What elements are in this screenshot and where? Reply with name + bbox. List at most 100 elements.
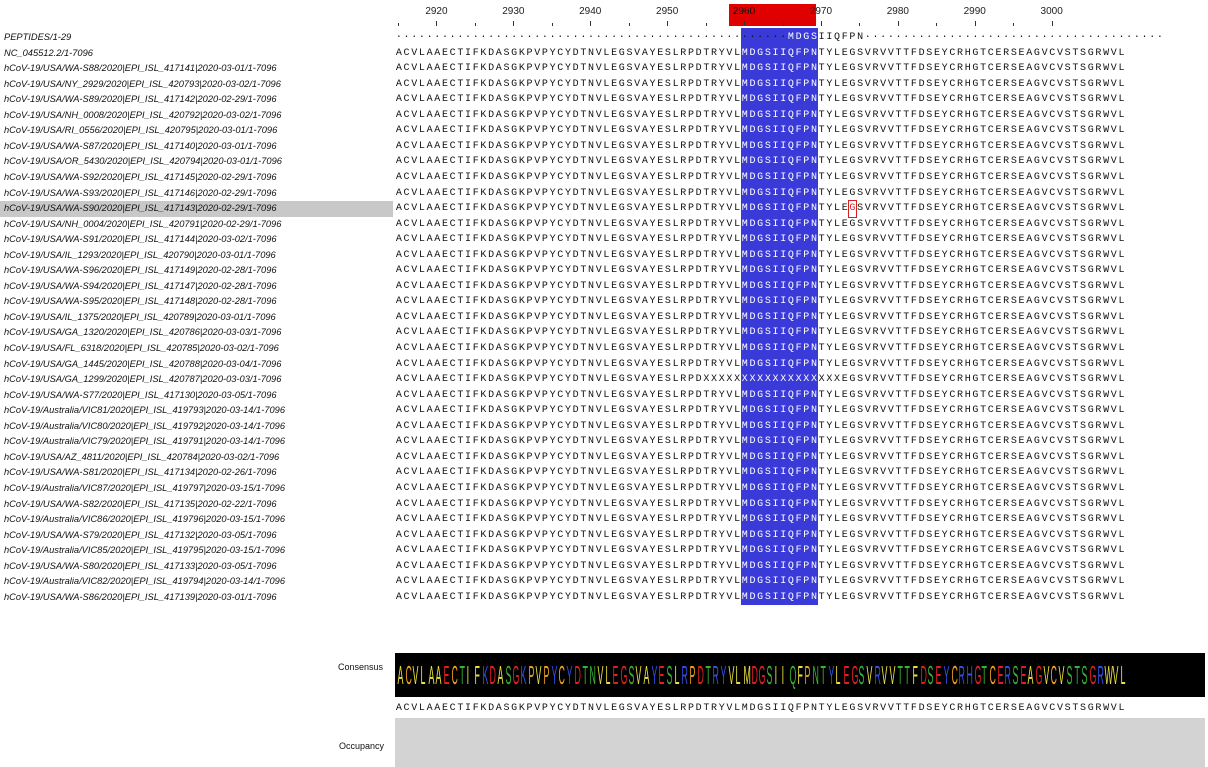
consensus-logo-letter: R (1097, 660, 1104, 690)
sequence-name[interactable]: hCoV-19/Australia/VIC79/2020|EPI_ISL_419… (4, 436, 286, 447)
ruler-minor-tick (474, 23, 476, 26)
sequence-name[interactable]: hCoV-19/USA/WA-S90/2020|EPI_ISL_417143|2… (4, 203, 277, 214)
ruler-minor-tick (705, 23, 707, 26)
sequence-name[interactable]: hCoV-19/Australia/VIC81/2020|EPI_ISL_419… (4, 405, 286, 416)
sequence-name[interactable]: hCoV-19/USA/WA-S91/2020|EPI_ISL_417144|2… (4, 234, 277, 245)
sequence-name[interactable]: hCoV-19/USA/NY_2929/2020|EPI_ISL_420793|… (4, 78, 281, 89)
consensus-logo-letter: E (658, 660, 665, 690)
sequence-name[interactable]: hCoV-19/USA/WA-S93/2020|EPI_ISL_417146|2… (4, 187, 277, 198)
sequence-name[interactable]: hCoV-19/USA/NH_0004/2020|EPI_ISL_420791|… (4, 218, 282, 229)
consensus-logo-letter: S (1066, 660, 1073, 690)
sequence-name[interactable]: hCoV-19/USA/IL_1375/2020|EPI_ISL_420789|… (4, 311, 276, 322)
sequence-name[interactable]: hCoV-19/USA/OR_5430/2020|EPI_ISL_420794|… (4, 156, 282, 167)
sequence-name[interactable]: hCoV-19/USA/RI_0556/2020|EPI_ISL_420795|… (4, 125, 278, 136)
sequence-name[interactable]: hCoV-19/USA/WA-S81/2020|EPI_ISL_417134|2… (4, 467, 277, 478)
sequence-name[interactable]: hCoV-19/Australia/VIC80/2020|EPI_ISL_419… (4, 420, 286, 431)
consensus-logo-letter: S (666, 660, 673, 690)
consensus-logo-letter: Y (828, 660, 834, 690)
sequence-name[interactable]: hCoV-19/Australia/VIC82/2020|EPI_ISL_419… (4, 576, 286, 587)
sequence-name[interactable]: hCoV-19/USA/GA_1445/2020|EPI_ISL_420788|… (4, 358, 282, 369)
sequence-name[interactable]: hCoV-19/USA/AZ_4811/2020|EPI_ISL_420784|… (4, 451, 280, 462)
sequence-name[interactable]: hCoV-19/USA/WA-S96/2020|EPI_ISL_417149|2… (4, 265, 277, 276)
consensus-logo-letter: V (866, 660, 873, 690)
ruler-tick (897, 21, 899, 26)
sequence-name[interactable]: hCoV-19/USA/WA-S77/2020|EPI_ISL_417130|2… (4, 389, 277, 400)
consensus-logo-letter: Y (943, 660, 950, 690)
selected-column-highlight[interactable] (741, 28, 818, 606)
sequence-name[interactable]: hCoV-19/USA/WA-S87/2020|EPI_ISL_417140|2… (4, 140, 277, 151)
ruler-tick-label: 2950 (656, 6, 679, 17)
sequence-name[interactable]: hCoV-19/USA/WA-S86/2020|EPI_ISL_417139|2… (4, 591, 277, 602)
sequence-name[interactable]: hCoV-19/USA/FL_6318/2020|EPI_ISL_420785|… (4, 343, 279, 353)
ruler-tick (513, 21, 515, 26)
sequence-row[interactable]: · · · · · · · · · · · · · · · · · · · · · · · · · · · · · · · · · · · · · · · ·… (395, 32, 1163, 43)
ruler-tick-label: 3000 (1040, 6, 1063, 17)
ruler-minor-tick (859, 23, 861, 26)
sequence-name[interactable]: hCoV-19/USA/WA-S94/2020|EPI_ISL_417147|2… (4, 280, 277, 291)
sequence-name[interactable]: NC_045512.2/1-7096 (4, 47, 93, 58)
sequence-name[interactable]: hCoV-19/USA/WA-S79/2020|EPI_ISL_417132|2… (4, 529, 277, 540)
consensus-logo-letter: G (851, 660, 858, 690)
sequence-name[interactable]: hCoV-19/USA/WA-S88/2020|EPI_ISL_417141|2… (4, 63, 277, 74)
consensus-logo-letter: R (874, 660, 881, 690)
sequence-name[interactable]: hCoV-19/USA/WA-S89/2020|EPI_ISL_417142|2… (4, 94, 277, 105)
consensus-logo-letter: K (482, 660, 488, 690)
sequence-name[interactable]: hCoV-19/USA/GA_1299/2020|EPI_ISL_420787|… (4, 374, 282, 385)
sequence-name[interactable]: hCoV-19/USA/WA-S82/2020|EPI_ISL_417135|2… (4, 498, 277, 509)
consensus-logo-letter: S (505, 660, 512, 690)
consensus-logo-letter: V (889, 660, 896, 690)
consensus-logo-letter: P (543, 660, 550, 690)
sequence-name[interactable]: hCoV-19/Australia/VIC86/2020|EPI_ISL_419… (4, 514, 286, 525)
consensus-logo-letter: R (1004, 660, 1012, 690)
sequence-name[interactable]: hCoV-19/Australia/VIC87/2020|EPI_ISL_419… (4, 482, 286, 493)
consensus-logo-letter: V (881, 660, 888, 690)
sequence-name[interactable]: hCoV-19/USA/WA-S80/2020|EPI_ISL_417133|2… (4, 560, 277, 571)
sequence-name[interactable]: hCoV-19/USA/WA-S95/2020|EPI_ISL_417148|2… (4, 296, 277, 307)
sequence-name[interactable]: hCoV-19/USA/IL_1293/2020|EPI_ISL_420790|… (4, 249, 276, 260)
ruler-tick (974, 21, 976, 26)
sequence-name[interactable]: hCoV-19/Australia/VIC85/2020|EPI_ISL_419… (4, 545, 286, 556)
consensus-logo-letter: N (812, 660, 820, 690)
sequence-name[interactable]: hCoV-19/USA/WA-S92/2020|EPI_ISL_417145|2… (4, 171, 277, 182)
ruler-tick (590, 21, 592, 26)
sequence-name[interactable]: hCoV-19/USA/GA_1320/2020|EPI_ISL_420786|… (4, 327, 282, 338)
sequence-name[interactable]: PEPTIDES/1-29 (4, 32, 72, 42)
sequence-name[interactable]: hCoV-19/USA/NH_0008/2020|EPI_ISL_420792|… (4, 109, 282, 120)
